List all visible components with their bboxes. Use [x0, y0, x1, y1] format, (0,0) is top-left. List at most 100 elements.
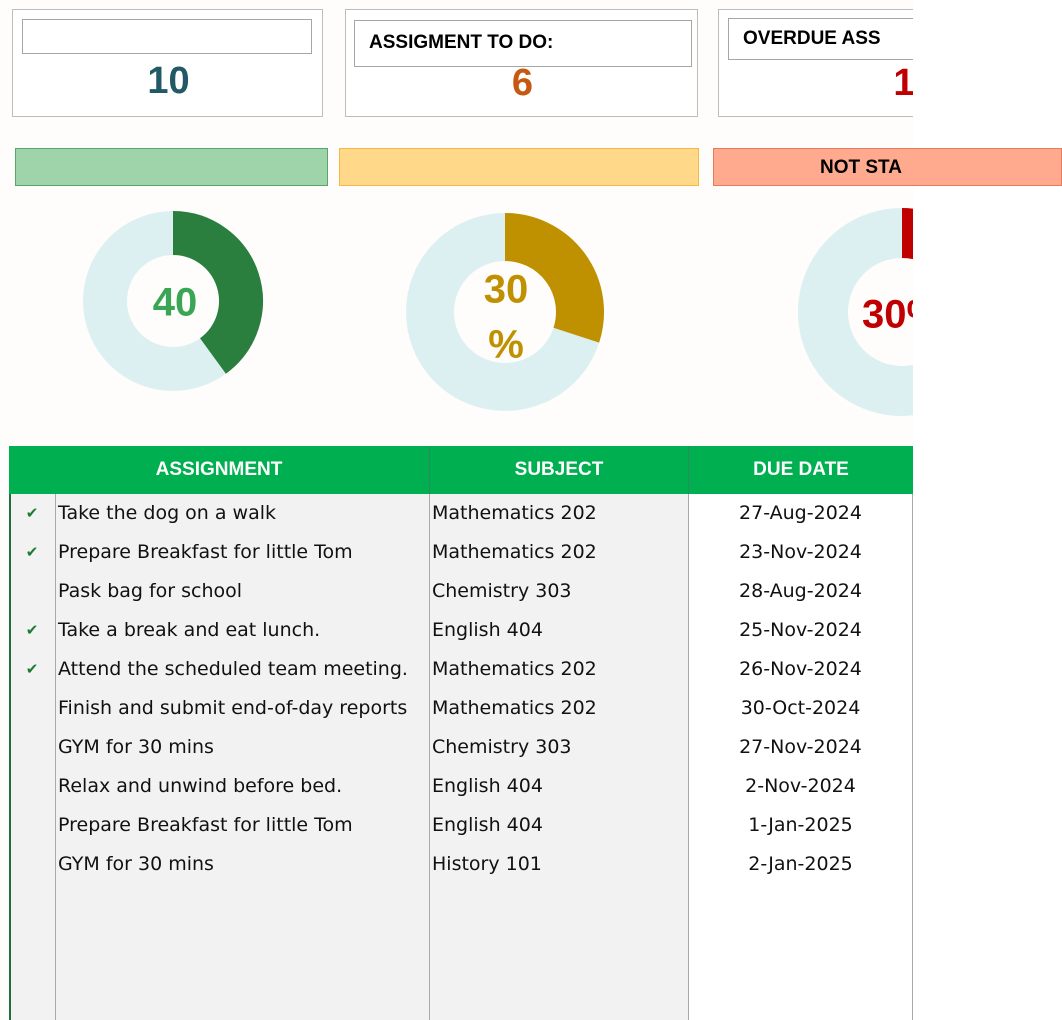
- donut-percent-label: 40: [153, 281, 198, 325]
- card-value: 6: [511, 62, 534, 104]
- due-date-cell[interactable]: 1-Jan-2025: [689, 806, 913, 845]
- assignment-cell[interactable]: [56, 962, 430, 1001]
- due-date-cell[interactable]: 2-Nov-2024: [689, 767, 913, 806]
- subject-cell[interactable]: [430, 1001, 689, 1020]
- table-header: ASSIGNMENT SUBJECT DUE DATE: [9, 446, 913, 494]
- assignment-cell[interactable]: Pask bag for school: [56, 572, 430, 611]
- due-date-cell[interactable]: 27-Aug-2024: [689, 494, 913, 533]
- assignment-cell[interactable]: Attend the scheduled team meeting.: [56, 650, 430, 689]
- table-left-border: [9, 494, 11, 1020]
- subject-cell[interactable]: English 404: [430, 806, 689, 845]
- table-row[interactable]: Relax and unwind before bed. English 404 2…: [9, 767, 913, 806]
- table-row[interactable]: GYM for 30 mins History 101 2-Jan-2025: [9, 845, 913, 884]
- table-row[interactable]: GYM for 30 mins Chemistry 303 27-Nov-2024: [9, 728, 913, 767]
- assignment-cell[interactable]: Prepare Breakfast for little Tom: [56, 806, 430, 845]
- assignment-cell[interactable]: [56, 884, 430, 923]
- check-icon: ✔: [25, 504, 39, 522]
- assignment-cell[interactable]: [56, 1001, 430, 1020]
- due-date-cell[interactable]: [689, 923, 913, 962]
- done-check-cell[interactable]: [9, 845, 56, 884]
- subject-cell[interactable]: [430, 923, 689, 962]
- table-row[interactable]: [9, 962, 913, 1001]
- due-date-cell[interactable]: 2-Jan-2025: [689, 845, 913, 884]
- table-row[interactable]: Prepare Breakfast for little Tom English …: [9, 806, 913, 845]
- donut-percent-label: 30%: [862, 293, 913, 337]
- due-date-cell[interactable]: 25-Nov-2024: [689, 611, 913, 650]
- done-check-cell[interactable]: [9, 962, 56, 1001]
- subject-cell[interactable]: History 101: [430, 845, 689, 884]
- done-check-cell[interactable]: [9, 884, 56, 923]
- card-label: [22, 19, 312, 54]
- due-date-cell[interactable]: 27-Nov-2024: [689, 728, 913, 767]
- subject-cell[interactable]: Mathematics 202: [430, 650, 689, 689]
- done-check-cell[interactable]: ✔: [9, 494, 56, 533]
- donut-percent-sign: %: [488, 323, 524, 367]
- table-row[interactable]: ✔ Take the dog on a walk Mathematics 202 27…: [9, 494, 913, 533]
- column-header-subject[interactable]: SUBJECT: [430, 446, 689, 494]
- completed-status-bar: [15, 148, 328, 186]
- card-label: ASSIGMENT TO DO:: [354, 20, 692, 67]
- table-row[interactable]: Pask bag for school Chemistry 303 28-Aug-2…: [9, 572, 913, 611]
- due-date-cell[interactable]: 26-Nov-2024: [689, 650, 913, 689]
- done-check-cell[interactable]: [9, 923, 56, 962]
- check-icon: ✔: [25, 621, 39, 639]
- due-date-cell[interactable]: [689, 1001, 913, 1020]
- status-bar-label: NOT STA: [820, 157, 902, 178]
- assignment-cell[interactable]: GYM for 30 mins: [56, 845, 430, 884]
- column-header-assignment[interactable]: ASSIGNMENT: [9, 446, 430, 494]
- card-value: 1: [893, 62, 913, 104]
- not-started-status-bar: NOT STA: [713, 148, 1062, 186]
- completed-donut-chart: 40: [83, 211, 263, 391]
- donut-progress-arc: [503, 213, 604, 343]
- assignment-cell[interactable]: GYM for 30 mins: [56, 728, 430, 767]
- in-progress-status-bar: [339, 148, 699, 186]
- table-row[interactable]: [9, 884, 913, 923]
- due-date-cell[interactable]: [689, 962, 913, 1001]
- done-check-cell[interactable]: [9, 806, 56, 845]
- table-row[interactable]: [9, 923, 913, 962]
- card-label: OVERDUE ASS: [728, 18, 913, 60]
- total-assignments-card[interactable]: 10: [12, 9, 323, 117]
- done-check-cell[interactable]: ✔: [9, 650, 56, 689]
- done-check-cell[interactable]: [9, 1001, 56, 1020]
- subject-cell[interactable]: Mathematics 202: [430, 533, 689, 572]
- donut-percent-label: 30: [484, 268, 529, 312]
- todo-assignments-card[interactable]: ASSIGMENT TO DO: 6: [345, 9, 698, 117]
- done-check-cell[interactable]: [9, 689, 56, 728]
- overdue-assignments-card[interactable]: OVERDUE ASS 1: [718, 9, 913, 117]
- subject-cell[interactable]: Mathematics 202: [430, 689, 689, 728]
- assignment-cell[interactable]: [56, 923, 430, 962]
- assignment-cell[interactable]: Relax and unwind before bed.: [56, 767, 430, 806]
- subject-cell[interactable]: Chemistry 303: [430, 572, 689, 611]
- table-row[interactable]: ✔ Prepare Breakfast for little Tom Mathema…: [9, 533, 913, 572]
- subject-cell[interactable]: English 404: [430, 611, 689, 650]
- column-header-due-date[interactable]: DUE DATE: [753, 459, 849, 480]
- table-row[interactable]: ✔ Attend the scheduled team meeting. Mathe…: [9, 650, 913, 689]
- assignment-cell[interactable]: Finish and submit end-of-day reports: [56, 689, 430, 728]
- done-check-cell[interactable]: [9, 572, 56, 611]
- subject-cell[interactable]: English 404: [430, 767, 689, 806]
- done-check-cell[interactable]: [9, 767, 56, 806]
- done-check-cell[interactable]: [9, 728, 56, 767]
- table-row[interactable]: [9, 1001, 913, 1020]
- check-icon: ✔: [25, 660, 39, 678]
- done-check-cell[interactable]: ✔: [9, 611, 56, 650]
- assignment-cell[interactable]: Take the dog on a walk: [56, 494, 430, 533]
- donut-progress-arc: [172, 211, 263, 374]
- done-check-cell[interactable]: ✔: [9, 533, 56, 572]
- subject-cell[interactable]: Mathematics 202: [430, 494, 689, 533]
- subject-cell[interactable]: [430, 962, 689, 1001]
- subject-cell[interactable]: [430, 884, 689, 923]
- check-icon: ✔: [25, 543, 39, 561]
- due-date-cell[interactable]: 28-Aug-2024: [689, 572, 913, 611]
- assignment-cell[interactable]: Take a break and eat lunch.: [56, 611, 430, 650]
- not-started-donut-chart: 30%: [798, 208, 913, 416]
- table-row[interactable]: Finish and submit end-of-day reports Math…: [9, 689, 913, 728]
- assignment-cell[interactable]: Prepare Breakfast for little Tom: [56, 533, 430, 572]
- due-date-cell[interactable]: 23-Nov-2024: [689, 533, 913, 572]
- due-date-cell[interactable]: [689, 884, 913, 923]
- in-progress-donut-chart: 30 %: [406, 213, 604, 411]
- subject-cell[interactable]: Chemistry 303: [430, 728, 689, 767]
- due-date-cell[interactable]: 30-Oct-2024: [689, 689, 913, 728]
- table-row[interactable]: ✔ Take a break and eat lunch. English 404 2…: [9, 611, 913, 650]
